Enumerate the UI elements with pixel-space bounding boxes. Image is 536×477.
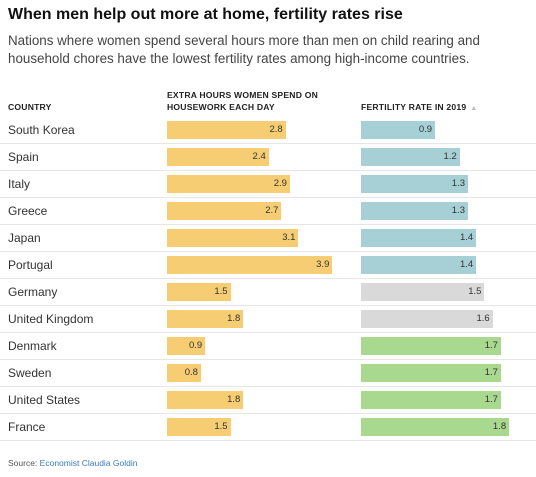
fertility-bar: 1.4 <box>361 256 477 274</box>
housework-bar: 1.5 <box>167 283 231 301</box>
housework-value-label: 0.8 <box>184 367 198 378</box>
row-divider <box>0 305 536 306</box>
fertility-bar: 1.6 <box>361 310 493 328</box>
country-label: United Kingdom <box>8 312 94 326</box>
column-header-fertility-label: FERTILITY RATE IN 2019 <box>361 102 467 112</box>
table-row: United States 1.8 1.7 <box>0 387 536 414</box>
fertility-value-label: 1.7 <box>484 367 498 378</box>
fertility-bar: 1.3 <box>361 202 468 220</box>
fertility-value-label: 1.4 <box>460 259 474 270</box>
chart-subtitle: Nations where women spend several hours … <box>8 33 480 66</box>
housework-bar: 2.9 <box>167 175 290 193</box>
housework-value-label: 2.4 <box>252 151 266 162</box>
housework-bar: 1.5 <box>167 418 231 436</box>
row-divider <box>0 278 536 279</box>
fertility-bar: 1.2 <box>361 148 460 166</box>
fertility-value-label: 1.8 <box>492 421 507 432</box>
fertility-bar: 1.4 <box>361 229 477 247</box>
row-divider <box>0 332 536 333</box>
country-label: Sweden <box>8 366 52 380</box>
country-label: Japan <box>8 231 41 245</box>
country-label: Italy <box>8 177 31 191</box>
row-divider <box>0 197 536 198</box>
country-label: Portugal <box>8 258 53 272</box>
fertility-bar: 1.8 <box>361 418 510 436</box>
table-row: Portugal 3.9 1.4 <box>0 252 536 279</box>
table-row: Germany 1.5 1.5 <box>0 279 536 306</box>
table-row: Denmark 0.9 1.7 <box>0 333 536 360</box>
fertility-value-label: 1.3 <box>451 205 465 216</box>
country-label: Denmark <box>8 339 57 353</box>
housework-value-label: 2.9 <box>273 178 287 189</box>
row-divider <box>0 224 536 225</box>
housework-value-label: 1.5 <box>214 421 228 432</box>
row-divider <box>0 440 536 441</box>
housework-bar: 3.1 <box>167 229 299 247</box>
table-row: Japan 3.1 1.4 <box>0 225 536 252</box>
table-row: United Kingdom 1.8 1.6 <box>0 306 536 333</box>
row-divider <box>0 170 536 171</box>
housework-bar: 1.8 <box>167 310 244 328</box>
country-label: Germany <box>8 285 58 299</box>
row-divider <box>0 143 536 144</box>
chart-title: When men help out more at home, fertilit… <box>8 6 403 23</box>
fertility-value-label: 1.7 <box>484 394 498 405</box>
sort-ascending-icon[interactable]: ▲ <box>470 105 478 112</box>
fertility-value-label: 1.3 <box>451 178 465 189</box>
fertility-bar: 1.7 <box>361 337 501 355</box>
fertility-bar: 0.9 <box>361 121 436 139</box>
housework-value-label: 3.1 <box>282 232 296 243</box>
column-header-housework[interactable]: EXTRA HOURS WOMEN SPEND ON HOUSEWORK EAC… <box>167 90 318 112</box>
housework-bar: 0.8 <box>167 364 201 382</box>
fertility-bar: 1.7 <box>361 364 501 382</box>
housework-value-label: 0.9 <box>188 340 203 351</box>
fertility-bar: 1.7 <box>361 391 501 409</box>
fertility-value-label: 1.5 <box>468 286 482 297</box>
fertility-value-label: 1.6 <box>476 313 490 324</box>
table-row: Sweden 0.8 1.7 <box>0 360 536 387</box>
country-label: France <box>8 420 46 434</box>
housework-bar: 1.8 <box>167 391 244 409</box>
fertility-value-label: 0.9 <box>418 124 433 135</box>
country-label: Spain <box>8 150 39 164</box>
row-divider <box>0 413 536 414</box>
row-divider <box>0 359 536 360</box>
country-label: South Korea <box>8 123 75 137</box>
column-header-fertility[interactable]: FERTILITY RATE IN 2019 ▲ <box>361 101 477 115</box>
column-header-country[interactable]: COUNTRY <box>8 102 52 112</box>
table-row: Spain 2.4 1.2 <box>0 144 536 171</box>
table-row: South Korea 2.8 0.9 <box>0 117 536 144</box>
source-link[interactable]: Economist Claudia Goldin <box>39 458 138 468</box>
housework-value-label: 2.7 <box>265 205 279 216</box>
housework-value-label: 2.8 <box>269 124 283 135</box>
fertility-value-label: 1.7 <box>484 340 498 351</box>
table-row: France 1.5 1.8 <box>0 414 536 441</box>
country-label: Greece <box>8 204 48 218</box>
country-label: United States <box>8 393 81 407</box>
housework-bar: 2.7 <box>167 202 282 220</box>
table-row: Greece 2.7 1.3 <box>0 198 536 225</box>
source-note: Source: Economist Claudia Goldin <box>8 458 137 468</box>
housework-value-label: 1.8 <box>227 394 241 405</box>
source-label: Source: <box>8 458 38 468</box>
housework-value-label: 1.5 <box>214 286 228 297</box>
fertility-bar: 1.3 <box>361 175 468 193</box>
housework-bar: 0.9 <box>167 337 206 355</box>
fertility-bar: 1.5 <box>361 283 485 301</box>
housework-bar: 3.9 <box>167 256 333 274</box>
housework-bar: 2.4 <box>167 148 269 166</box>
table-row: Italy 2.9 1.3 <box>0 171 536 198</box>
fertility-value-label: 1.4 <box>460 232 474 243</box>
housework-bar: 2.8 <box>167 121 286 139</box>
housework-value-label: 1.8 <box>227 313 241 324</box>
row-divider <box>0 251 536 252</box>
row-divider <box>0 386 536 387</box>
fertility-value-label: 1.2 <box>443 151 457 162</box>
housework-value-label: 3.9 <box>316 259 330 270</box>
